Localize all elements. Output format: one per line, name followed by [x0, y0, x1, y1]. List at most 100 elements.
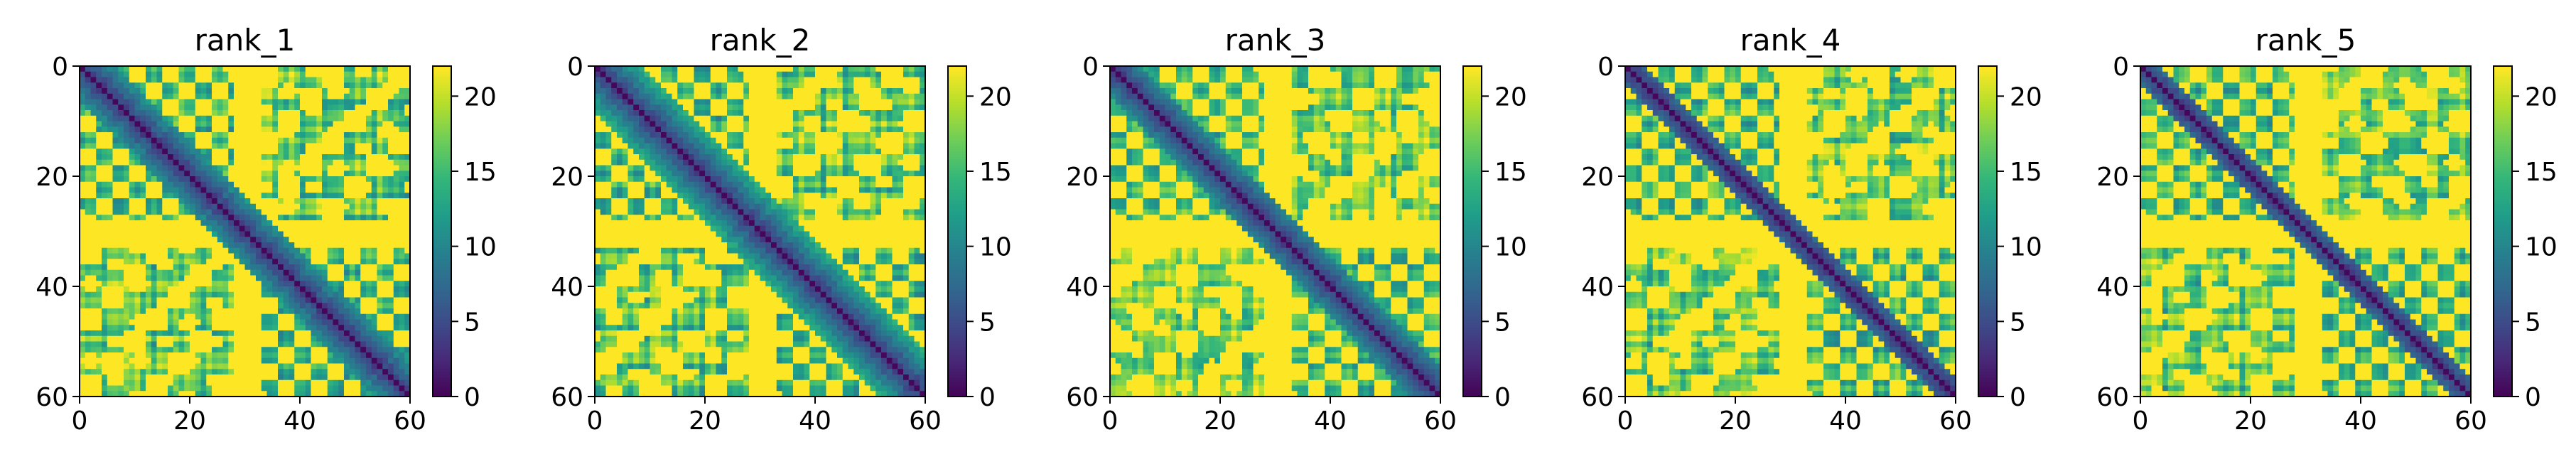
heatmap-cell — [206, 330, 212, 336]
heatmap-cell — [821, 126, 826, 132]
heatmap-cell — [667, 176, 672, 182]
heatmap-cell — [250, 298, 256, 303]
heatmap-cell — [140, 104, 146, 110]
heatmap-cell — [140, 336, 146, 342]
heatmap-cell — [267, 380, 273, 386]
heatmap-cell — [168, 126, 173, 132]
heatmap-cell — [162, 369, 168, 374]
heatmap-cell — [146, 330, 151, 336]
heatmap-cell — [129, 171, 135, 176]
heatmap-cell — [80, 77, 85, 83]
heatmap-cell — [328, 88, 333, 94]
heatmap-cell — [135, 182, 141, 188]
heatmap-cell — [294, 386, 300, 392]
heatmap-cell — [355, 82, 361, 88]
heatmap-cell — [721, 176, 727, 182]
heatmap-cell — [350, 132, 355, 138]
heatmap-cell — [228, 166, 234, 171]
heatmap-cell — [129, 188, 135, 193]
heatmap-cell — [793, 149, 799, 154]
heatmap-cell — [628, 94, 634, 99]
heatmap-cell — [306, 88, 311, 94]
heatmap-cell — [262, 320, 267, 325]
heatmap-cell — [727, 149, 733, 154]
heatmap-cell — [898, 126, 903, 132]
heatmap-cell — [672, 166, 678, 171]
heatmap-cell — [168, 149, 173, 154]
heatmap-cell — [107, 144, 113, 149]
heatmap-cell — [672, 72, 678, 77]
heatmap-cell — [611, 160, 617, 166]
heatmap-cell — [382, 352, 388, 358]
heatmap-cell — [162, 132, 168, 138]
heatmap-cell — [294, 99, 300, 105]
heatmap-cell — [124, 166, 129, 171]
heatmap-cell — [234, 248, 239, 254]
heatmap-cell — [245, 320, 251, 325]
heatmap-cell — [699, 171, 705, 176]
heatmap-cell — [239, 66, 245, 72]
heatmap-cell — [250, 132, 256, 138]
heatmap-cell — [394, 342, 399, 347]
heatmap-cell — [366, 386, 372, 392]
heatmap-cell — [124, 215, 129, 220]
heatmap-cell — [377, 72, 383, 77]
heatmap-cell — [600, 94, 606, 99]
heatmap-cell — [311, 198, 317, 204]
heatmap-cell — [350, 369, 355, 374]
heatmap-cell — [272, 320, 278, 325]
heatmap-cell — [915, 82, 920, 88]
heatmap-cell — [201, 94, 207, 99]
heatmap-cell — [206, 132, 212, 138]
heatmap-cell — [256, 374, 262, 380]
heatmap-cell — [250, 358, 256, 364]
heatmap-cell — [360, 126, 366, 132]
heatmap-cell — [655, 122, 661, 127]
heatmap-cell — [650, 160, 656, 166]
colorbar-segment — [433, 366, 451, 369]
heatmap-cell — [777, 176, 782, 182]
heatmap-cell — [228, 286, 234, 292]
colorbar-segment — [433, 251, 451, 254]
heatmap-cell — [168, 276, 173, 281]
heatmap-cell — [333, 259, 339, 264]
heatmap-cell — [787, 99, 793, 105]
heatmap-cell — [102, 314, 107, 320]
heatmap-cell — [250, 237, 256, 242]
heatmap-cell — [815, 154, 821, 160]
heatmap-cell — [843, 154, 848, 160]
heatmap-cell — [212, 66, 217, 72]
heatmap-cell — [771, 77, 777, 83]
heatmap-cell — [228, 176, 234, 182]
heatmap-cell — [903, 88, 909, 94]
colorbar-segment — [433, 232, 451, 234]
heatmap-cell — [245, 198, 251, 204]
heatmap-cell — [146, 342, 151, 347]
heatmap-cell — [366, 276, 372, 281]
heatmap-cell — [639, 94, 645, 99]
heatmap-cell — [217, 88, 223, 94]
heatmap-cell — [201, 298, 207, 303]
heatmap-cell — [388, 88, 394, 94]
heatmap-cell — [85, 342, 91, 347]
heatmap-cell — [102, 176, 107, 182]
heatmap-cell — [639, 132, 645, 138]
heatmap-cell — [96, 374, 102, 380]
heatmap-cell — [804, 72, 810, 77]
heatmap-cell — [338, 193, 344, 198]
heatmap-cell — [168, 110, 173, 116]
heatmap-cell — [294, 303, 300, 308]
heatmap-cell — [344, 116, 350, 122]
heatmap-cell — [611, 94, 617, 99]
heatmap-cell — [206, 77, 212, 83]
heatmap-cell — [96, 286, 102, 292]
heatmap-cell — [151, 276, 157, 281]
heatmap-cell — [140, 380, 146, 386]
heatmap-cell — [350, 248, 355, 254]
heatmap-cell — [294, 276, 300, 281]
heatmap-cell — [245, 286, 251, 292]
heatmap-cell — [372, 204, 377, 210]
heatmap-cell — [716, 126, 722, 132]
heatmap-cell — [151, 160, 157, 166]
heatmap-cell — [366, 116, 372, 122]
